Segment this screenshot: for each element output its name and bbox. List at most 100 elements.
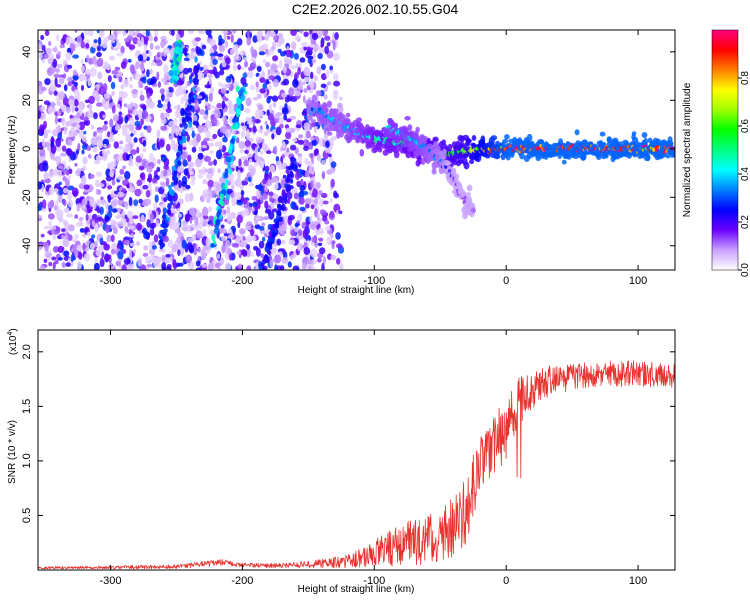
- heatmap-cell: [599, 131, 606, 137]
- heatmap-cell: [261, 236, 266, 242]
- heatmap-cell: [310, 180, 314, 188]
- heatmap-cell: [212, 39, 216, 44]
- heatmap-cell: [274, 264, 279, 270]
- heatmap-cell: [165, 108, 172, 114]
- heatmap-cell: [154, 45, 161, 50]
- heatmap-cell: [141, 51, 148, 61]
- heatmap-cell: [480, 135, 486, 144]
- heatmap-cell: [318, 190, 323, 196]
- heatmap-cell: [50, 138, 55, 143]
- heatmap-cell: [66, 213, 73, 218]
- heatmap-cell: [239, 240, 247, 248]
- heatmap-cell: [77, 143, 81, 151]
- heatmap-cell: [318, 198, 325, 207]
- heatmap-cell: [163, 47, 170, 55]
- heatmap-cell: [176, 104, 181, 111]
- heatmap-cell: [303, 46, 307, 51]
- heatmap-cell: [303, 31, 309, 38]
- heatmap-cell: [444, 160, 451, 166]
- heatmap-cell: [220, 200, 225, 207]
- heatmap-cell: [320, 83, 327, 89]
- heatmap-cell: [189, 161, 195, 168]
- heatmap-cell: [159, 244, 164, 250]
- spectrogram-frame: [37, 29, 676, 271]
- heatmap-cell: [180, 96, 184, 105]
- heatmap-cell: [325, 140, 330, 148]
- heatmap-cell: [305, 203, 310, 209]
- heatmap-cell: [195, 86, 201, 92]
- heatmap-cell: [157, 81, 161, 88]
- heatmap-cell: [221, 100, 226, 110]
- heatmap-cell: [110, 234, 115, 243]
- heatmap-cell: [208, 206, 213, 212]
- heatmap-cell: [218, 41, 223, 46]
- heatmap-cell: [157, 159, 161, 165]
- heatmap-cell: [258, 51, 266, 56]
- heatmap-cell: [40, 86, 47, 92]
- heatmap-cell: [282, 78, 290, 86]
- heatmap-cell: [87, 30, 94, 37]
- heatmap-cell: [173, 105, 178, 110]
- heatmap-cell: [183, 57, 190, 62]
- heatmap-cell: [377, 147, 383, 153]
- heatmap-cell: [257, 184, 264, 191]
- heatmap-cell: [182, 47, 188, 53]
- heatmap-cell: [51, 67, 55, 75]
- heatmap-cell: [234, 123, 239, 130]
- heatmap-cell: [263, 256, 268, 264]
- heatmap-cell: [266, 97, 271, 104]
- heatmap-cell: [43, 171, 49, 180]
- heatmap-cell: [147, 182, 152, 188]
- x-tick-label: -200: [231, 575, 253, 587]
- heatmap-cell: [76, 203, 83, 209]
- heatmap-cell: [269, 259, 274, 268]
- heatmap-cell: [316, 153, 321, 162]
- heatmap-cell: [132, 215, 139, 220]
- heatmap-cell: [315, 90, 322, 97]
- heatmap-cell: [298, 134, 304, 139]
- heatmap-cell: [97, 189, 102, 195]
- heatmap-cell: [149, 35, 153, 42]
- heatmap-cell: [121, 264, 127, 270]
- heatmap-cell: [249, 202, 253, 207]
- heatmap-cell: [43, 120, 47, 129]
- heatmap-cell: [336, 257, 341, 265]
- heatmap-cell: [52, 47, 58, 52]
- heatmap-cell: [43, 100, 51, 105]
- heatmap-cell: [289, 170, 293, 178]
- heatmap-cell: [220, 224, 225, 229]
- heatmap-cell: [258, 240, 265, 249]
- heatmap-cell: [209, 262, 214, 270]
- heatmap-cell: [98, 132, 103, 141]
- heatmap-cell: [298, 196, 305, 205]
- heatmap-cell: [281, 107, 289, 115]
- heatmap-cell: [97, 57, 104, 66]
- heatmap-cell: [176, 151, 180, 158]
- heatmap-cell: [129, 84, 133, 89]
- colorbar-ticks: 0.00.20.40.60.8: [738, 71, 750, 277]
- heatmap-cell: [201, 248, 206, 257]
- heatmap-cell: [44, 30, 50, 36]
- heatmap-cell: [261, 193, 268, 200]
- heatmap-cell: [58, 76, 65, 84]
- heatmap-cell: [326, 81, 332, 86]
- heatmap-cell: [613, 139, 619, 145]
- heatmap-cell: [311, 94, 318, 102]
- heatmap-cell: [311, 32, 319, 41]
- heatmap-cell: [185, 254, 193, 264]
- heatmap-cell: [159, 88, 165, 95]
- heatmap-cell: [177, 42, 183, 48]
- heatmap-cell: [116, 52, 124, 57]
- heatmap-cell: [142, 76, 147, 84]
- heatmap-cell: [227, 35, 231, 40]
- heatmap-cell: [56, 63, 63, 69]
- heatmap-cell: [307, 55, 314, 60]
- heatmap-cell: [176, 242, 183, 252]
- heatmap-cell: [65, 106, 71, 114]
- heatmap-cell: [272, 102, 277, 108]
- heatmap-cell: [195, 260, 201, 267]
- heatmap-cell: [254, 210, 258, 216]
- colorbar-label: Normalized spectral amplitude: [682, 82, 693, 217]
- heatmap-cell: [157, 103, 164, 108]
- heatmap-cell: [112, 227, 118, 235]
